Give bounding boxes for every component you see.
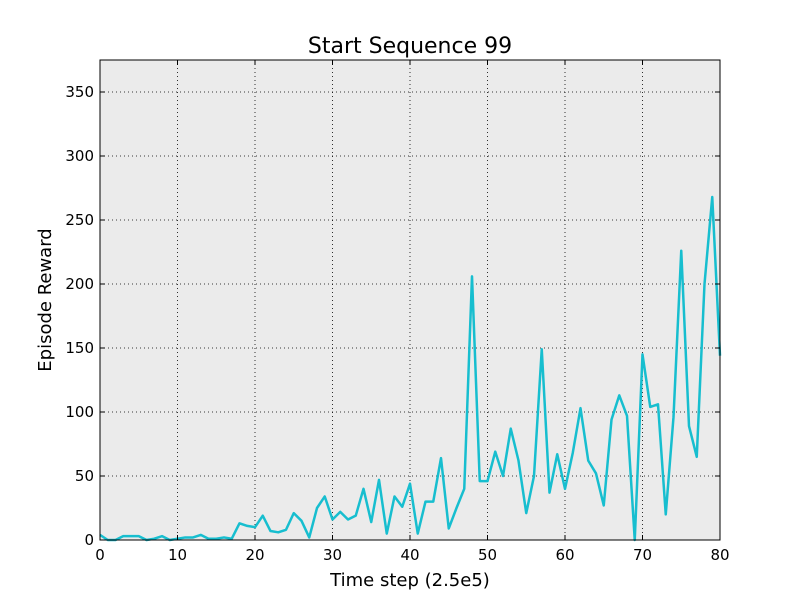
y-tick-label: 350	[65, 83, 94, 101]
x-tick-label: 50	[478, 546, 497, 564]
y-axis-label: Episode Reward	[35, 228, 56, 371]
x-tick-label: 30	[323, 546, 342, 564]
x-tick-label: 70	[633, 546, 652, 564]
x-tick-label: 80	[710, 546, 729, 564]
y-tick-label: 250	[65, 211, 94, 229]
series-line	[99, 195, 722, 542]
axis-ticks: 0 10 20 30 40 50 60 70 80 0 50 100 150 200 250 300 350	[65, 60, 730, 564]
x-tick-label: 0	[95, 546, 105, 564]
y-tick-label: 100	[65, 403, 94, 421]
x-tick-label: 20	[245, 546, 264, 564]
x-axis-label: Time step (2.5e5)	[329, 570, 490, 591]
y-tick-label: 50	[75, 467, 94, 485]
x-tick-label: 10	[168, 546, 187, 564]
y-tick-label: 200	[65, 275, 94, 293]
y-tick-label: 150	[65, 339, 94, 357]
y-tick-label: 300	[65, 147, 94, 165]
x-tick-label: 60	[555, 546, 574, 564]
chart-title: Start Sequence 99	[308, 34, 512, 59]
series-group	[99, 195, 722, 542]
y-tick-label: 0	[84, 531, 94, 549]
x-tick-label: 40	[400, 546, 419, 564]
